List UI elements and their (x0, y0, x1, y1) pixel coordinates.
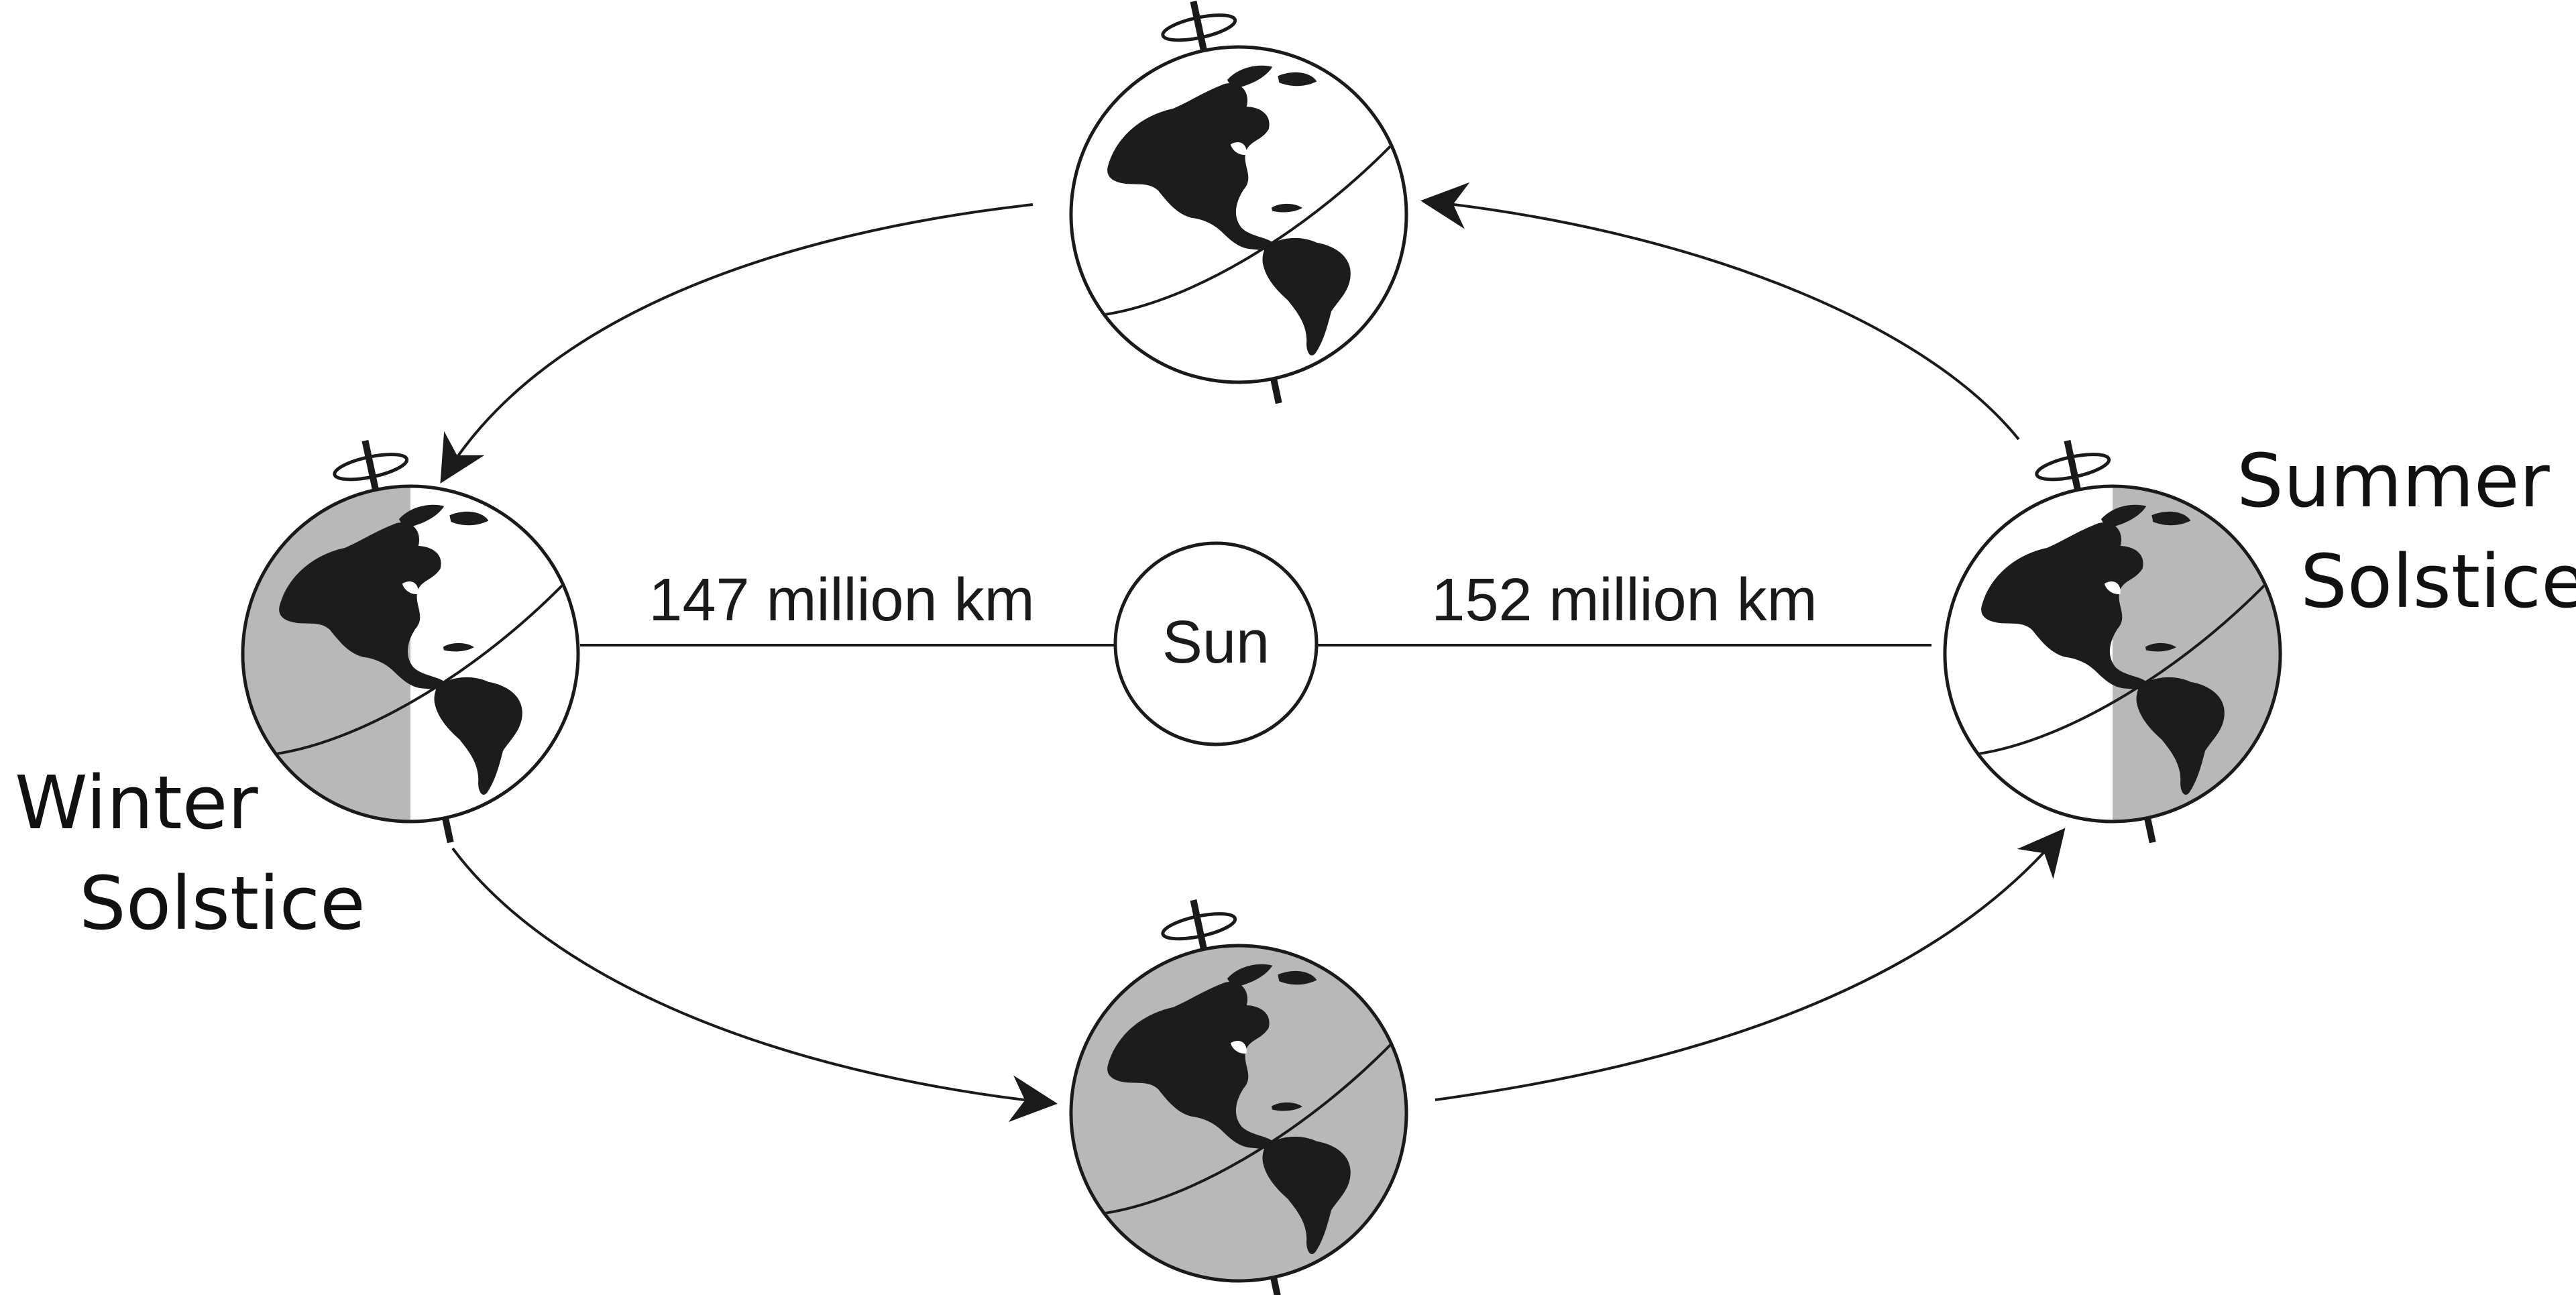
orbit-arrow-icon (1420, 182, 2020, 441)
summer-solstice-label: Summer Solstice (2237, 438, 2576, 624)
earth-top (1069, 1, 1410, 404)
aphelion-distance: 152 million km (1431, 567, 1817, 634)
winter-label-line2: Solstice (79, 860, 366, 946)
earth-bottom (1069, 899, 1410, 1295)
winter-solstice-label: Winter Solstice (15, 760, 366, 946)
orbit-arrow-icon (451, 847, 1058, 1123)
summer-label-line2: Solstice (2300, 539, 2576, 624)
winter-label-line1: Winter (15, 760, 258, 846)
sun-circle-icon (1113, 541, 1319, 746)
sun: Sun (1113, 541, 1319, 746)
orbit-path (440, 182, 2066, 1123)
orbit-arrow-icon (440, 203, 1033, 484)
sun-label: Sun (1162, 609, 1270, 676)
summer-label-line1: Summer (2237, 438, 2551, 524)
perihelion-distance: 147 million km (649, 567, 1034, 634)
orbit-arrow-icon (1435, 828, 2066, 1101)
